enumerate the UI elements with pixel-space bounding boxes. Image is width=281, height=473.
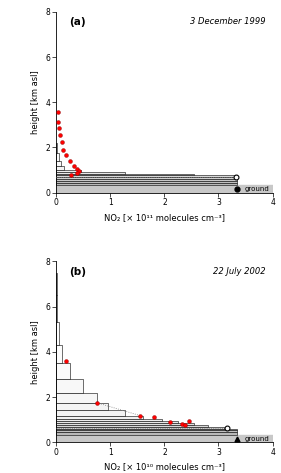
Bar [56, 379, 83, 393]
Bar [56, 185, 273, 193]
Bar [56, 179, 237, 181]
Bar [56, 153, 59, 160]
Bar [56, 172, 125, 174]
Text: 22 July 2002: 22 July 2002 [214, 267, 266, 276]
Bar [56, 410, 125, 416]
Bar [56, 429, 237, 430]
Bar [56, 160, 60, 166]
Bar [56, 363, 70, 379]
Bar [56, 166, 64, 170]
Bar [56, 435, 273, 442]
Bar [56, 403, 108, 410]
Text: ground: ground [244, 436, 269, 442]
Bar [56, 170, 81, 172]
Bar [56, 432, 237, 435]
Bar [56, 345, 62, 363]
Bar [56, 295, 57, 323]
Bar [56, 181, 237, 183]
Text: (b): (b) [69, 267, 86, 277]
Text: 3 December 1999: 3 December 1999 [191, 17, 266, 26]
Bar [56, 273, 57, 295]
Bar [56, 430, 237, 432]
Y-axis label: height [km asl]: height [km asl] [31, 320, 40, 384]
X-axis label: NO₂ [× 10¹⁰ molecules cm⁻³]: NO₂ [× 10¹⁰ molecules cm⁻³] [104, 463, 225, 472]
Bar [56, 393, 97, 403]
Bar [56, 421, 178, 423]
Y-axis label: height [km asl]: height [km asl] [31, 70, 40, 134]
Bar [56, 416, 143, 419]
Bar [56, 423, 194, 425]
Text: (a): (a) [69, 17, 86, 27]
Text: ground: ground [244, 186, 269, 192]
Bar [56, 419, 162, 421]
Bar [56, 425, 208, 427]
X-axis label: NO₂ [× 10¹¹ molecules cm⁻³]: NO₂ [× 10¹¹ molecules cm⁻³] [104, 213, 225, 222]
Bar [56, 143, 57, 153]
Bar [56, 183, 237, 185]
Bar [56, 175, 237, 177]
Bar [56, 174, 194, 175]
Bar [56, 323, 59, 345]
Bar [56, 177, 237, 179]
Bar [56, 427, 224, 429]
